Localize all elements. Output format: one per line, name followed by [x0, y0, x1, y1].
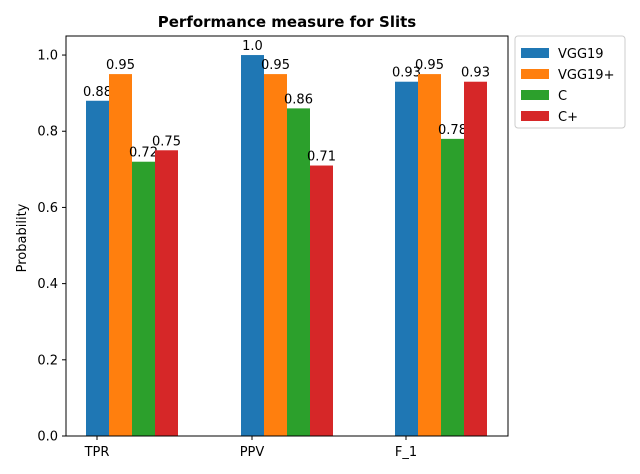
legend-label: VGG19 [558, 47, 604, 62]
legend-swatch [521, 90, 549, 100]
y-tick-label: 0.0 [37, 430, 58, 445]
data-label: 0.72 [129, 146, 158, 161]
legend-swatch [521, 69, 549, 79]
data-label: 1.0 [242, 39, 263, 54]
bar-c-ppv [287, 108, 310, 436]
legend-frame [514, 35, 626, 129]
y-tick-label: 1.0 [37, 49, 58, 64]
x-tick-label: TPR [84, 445, 110, 460]
bar-cplus-ppv [310, 165, 333, 436]
legend-label: VGG19+ [558, 68, 614, 83]
data-label: 0.93 [392, 66, 421, 81]
plot-area: 0.881.00.930.95 0.95 0.950.720.860.780.750… [37, 39, 490, 460]
bar-cplus-f1 [464, 81, 487, 436]
legend-swatch [521, 111, 549, 121]
axes-frame [65, 35, 509, 437]
y-axis-label: Probability [15, 203, 30, 272]
bar-vgg19-f1 [395, 81, 418, 436]
chart-title: Performance measure for Slits [158, 13, 417, 31]
data-label: 0.71 [307, 150, 336, 165]
data-label: 0.95 [106, 58, 135, 73]
bar-vgg19plus-f1 [418, 74, 441, 436]
data-label: 0.95 [261, 58, 290, 73]
y-tick-label: 0.4 [37, 277, 58, 292]
bar-vgg19-tpr [86, 100, 109, 436]
legend: VGG19 VGG19+ C C+ [514, 35, 626, 129]
data-label: 0.78 [438, 123, 467, 138]
legend-label: C [558, 89, 567, 104]
bar-vgg19plus-ppv [264, 74, 287, 436]
data-label: 0.88 [83, 85, 112, 100]
bar-c-f1 [441, 138, 464, 436]
y-tick-label: 0.2 [37, 353, 58, 368]
y-tick-label: 0.8 [37, 125, 58, 140]
data-label: 0.95 [415, 58, 444, 73]
data-label: 0.75 [152, 134, 181, 149]
x-tick-label: PPV [240, 445, 265, 460]
legend-label: C+ [558, 110, 578, 125]
bar-vgg19-ppv [241, 55, 264, 437]
y-tick-label: 0.6 [37, 201, 58, 216]
data-label: 0.86 [284, 92, 313, 107]
bar-vgg19plus-tpr [109, 74, 132, 436]
x-tick-label: F_1 [395, 445, 417, 460]
bar-c-tpr [132, 161, 155, 436]
data-label: 0.93 [461, 66, 490, 81]
legend-swatch [521, 48, 549, 58]
bar-cplus-tpr [155, 150, 178, 437]
